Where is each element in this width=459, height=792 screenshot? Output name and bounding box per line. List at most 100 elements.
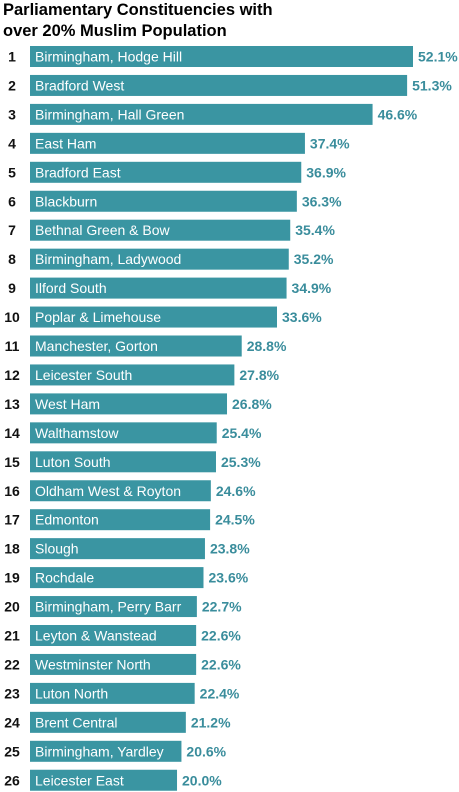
bar [30, 509, 211, 531]
rank-label: 10 [4, 309, 20, 325]
value-label: 22.7% [202, 599, 242, 615]
rank-label: 17 [4, 512, 20, 528]
value-label: 37.4% [310, 135, 350, 151]
bar-row: 6 Blackburn 36.3% [8, 190, 342, 212]
rank-label: 21 [4, 628, 20, 644]
bar [30, 596, 197, 618]
bar [30, 740, 182, 762]
rank-label: 8 [8, 251, 16, 267]
category-label: Bradford East [35, 164, 121, 180]
category-label: Luton South [35, 454, 111, 470]
bar-row: 13 West Ham 26.8% [4, 393, 272, 415]
bar-row: 4 East Ham 37.4% [8, 132, 350, 154]
bar-row: 14 Walthamstow 25.4% [4, 422, 262, 444]
value-label: 20.0% [182, 772, 222, 788]
bar [30, 364, 235, 386]
bar-row: 7 Bethnal Green & Bow 35.4% [8, 219, 335, 241]
bar [30, 219, 291, 241]
category-label: Blackburn [35, 193, 97, 209]
bar-row: 3 Birmingham, Hall Green 46.6% [8, 103, 418, 125]
bar [30, 46, 413, 67]
category-label: Luton North [35, 685, 108, 701]
bar-row: 23 Luton North 22.4% [4, 682, 240, 704]
bar-row: 21 Leyton & Wanstead 22.6% [4, 625, 241, 646]
bar-row: 16 Oldham West & Royton 24.6% [4, 480, 256, 502]
rank-label: 19 [4, 570, 20, 586]
bar-row: 25 Birmingham, Yardley 20.6% [4, 740, 227, 762]
bar-row: 22 Westminster North 22.6% [4, 653, 241, 675]
chart-title: Parliamentary Constituencies with over 2… [3, 0, 453, 42]
rank-label: 15 [4, 454, 20, 470]
category-label: Manchester, Gorton [35, 338, 158, 354]
rank-label: 25 [4, 743, 20, 759]
bar-row: 10 Poplar & Limehouse 33.6% [4, 306, 322, 328]
bar [30, 769, 178, 791]
chart-title-line-1: Parliamentary Constituencies with [3, 1, 273, 19]
category-label: Leicester East [35, 772, 124, 788]
rank-label: 4 [8, 135, 16, 151]
chart-title-line-2: over 20% Muslim Population [3, 22, 227, 40]
bar [30, 161, 302, 183]
category-label: Birmingham, Hodge Hill [35, 49, 182, 65]
rank-label: 16 [4, 483, 20, 499]
value-label: 28.8% [247, 338, 287, 354]
bar-row: 2 Bradford West 51.3% [8, 74, 452, 96]
category-label: Bethnal Green & Bow [35, 222, 171, 238]
bar-row: 5 Bradford East 36.9% [8, 161, 347, 183]
bar [30, 393, 228, 415]
value-label: 27.8% [239, 367, 279, 383]
bar-row: 17 Edmonton 24.5% [4, 509, 255, 531]
value-label: 25.4% [222, 425, 262, 441]
rank-label: 26 [4, 772, 20, 788]
bar [30, 335, 242, 357]
bar [30, 480, 211, 502]
category-label: Birmingham, Yardley [35, 743, 164, 759]
rank-label: 14 [4, 425, 20, 441]
bar [30, 653, 197, 675]
bar-row: 15 Luton South 25.3% [4, 451, 261, 473]
value-label: 22.6% [201, 656, 241, 672]
category-label: Leicester South [35, 367, 132, 383]
rank-label: 9 [8, 280, 16, 296]
rank-label: 24 [4, 714, 20, 730]
bar-row: 20 Birmingham, Perry Barr 22.7% [4, 596, 242, 618]
value-label: 33.6% [282, 309, 322, 325]
rank-label: 3 [8, 106, 16, 122]
rank-label: 22 [4, 656, 20, 672]
rank-label: 11 [5, 338, 20, 354]
rank-label: 20 [4, 599, 20, 615]
value-label: 46.6% [378, 106, 418, 122]
category-label: Slough [35, 541, 79, 557]
bar-row: 9 Ilford South 34.9% [8, 277, 332, 299]
rank-label: 7 [8, 222, 16, 238]
value-label: 35.2% [294, 251, 334, 267]
rank-label: 23 [4, 685, 20, 701]
category-label: Birmingham, Ladywood [35, 251, 181, 267]
bar [30, 711, 186, 733]
category-label: Walthamstow [35, 425, 119, 441]
value-label: 22.6% [201, 628, 241, 644]
category-label: West Ham [35, 396, 100, 412]
category-label: East Ham [35, 135, 96, 151]
category-label: Brent Central [35, 714, 117, 730]
value-label: 24.5% [215, 512, 255, 528]
value-label: 35.4% [295, 222, 335, 238]
category-label: Poplar & Limehouse [35, 309, 161, 325]
bar [30, 132, 305, 154]
value-label: 23.6% [208, 570, 248, 586]
bar [30, 277, 287, 299]
value-label: 34.9% [292, 280, 332, 296]
bar [30, 682, 195, 704]
bar [30, 422, 217, 444]
bar-row: 19 Rochdale 23.6% [4, 567, 249, 589]
value-label: 21.2% [191, 714, 231, 730]
bar [30, 306, 278, 328]
bar [30, 190, 297, 212]
value-label: 25.3% [221, 454, 261, 470]
rank-label: 18 [4, 541, 20, 557]
category-label: Birmingham, Hall Green [35, 106, 184, 122]
bar [30, 625, 197, 646]
rank-label: 12 [4, 367, 20, 383]
value-label: 24.6% [216, 483, 256, 499]
